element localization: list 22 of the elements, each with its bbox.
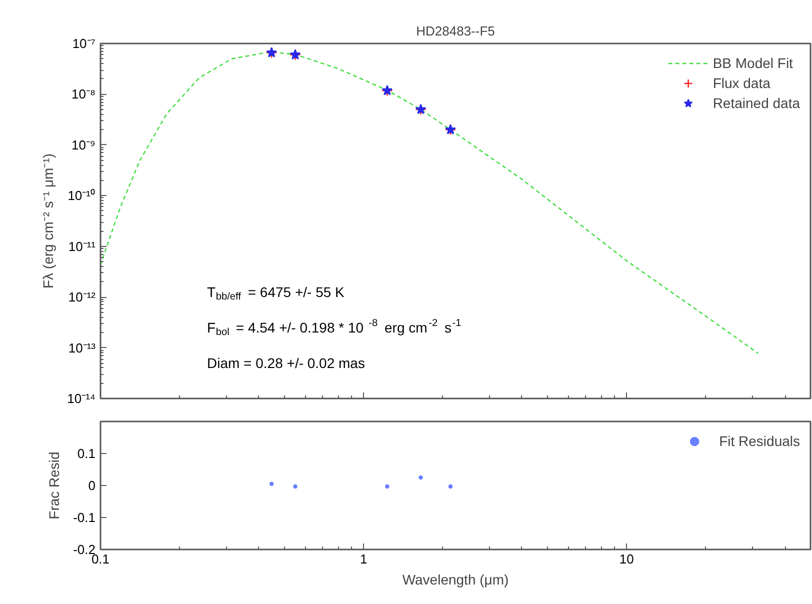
annotation: Diam = 0.28 +/- 0.02 mas	[207, 355, 365, 371]
y-tick-label: 0.1	[77, 446, 96, 461]
y-tick-label: -0.1	[73, 510, 96, 525]
y-axis-title: Fλ (erg cm⁻² s⁻¹ μm⁻¹)	[40, 153, 56, 289]
y-tick-label: 10⁻⁷	[72, 36, 96, 51]
y-tick-label: 10⁻⁸	[72, 86, 96, 102]
legend-label: Retained data	[712, 95, 800, 111]
y-axis-title: Frac Resid	[46, 452, 62, 520]
y-tick-label: 10⁻¹³	[68, 340, 96, 356]
x-tick-label: 10	[619, 552, 634, 566]
x-axis-title: Wavelength (μm)	[402, 572, 509, 588]
chart-title: HD28483--F5	[416, 24, 495, 38]
legend-label: Fit Residuals	[719, 433, 800, 449]
x-tick-label: 1	[360, 552, 368, 566]
y-tick-label: 10⁻¹¹	[68, 238, 96, 254]
y-tick-label: 10⁻¹⁰	[68, 188, 96, 204]
legend-label: Flux data	[712, 75, 770, 91]
y-tick-label: 10⁻¹²	[68, 290, 96, 305]
y-tick-label: 10⁻⁹	[71, 137, 96, 152]
legend-label: BB Model Fit	[712, 55, 793, 71]
y-tick-label: 10⁻¹⁴	[67, 391, 96, 406]
y-tick-label: 0	[88, 478, 96, 493]
